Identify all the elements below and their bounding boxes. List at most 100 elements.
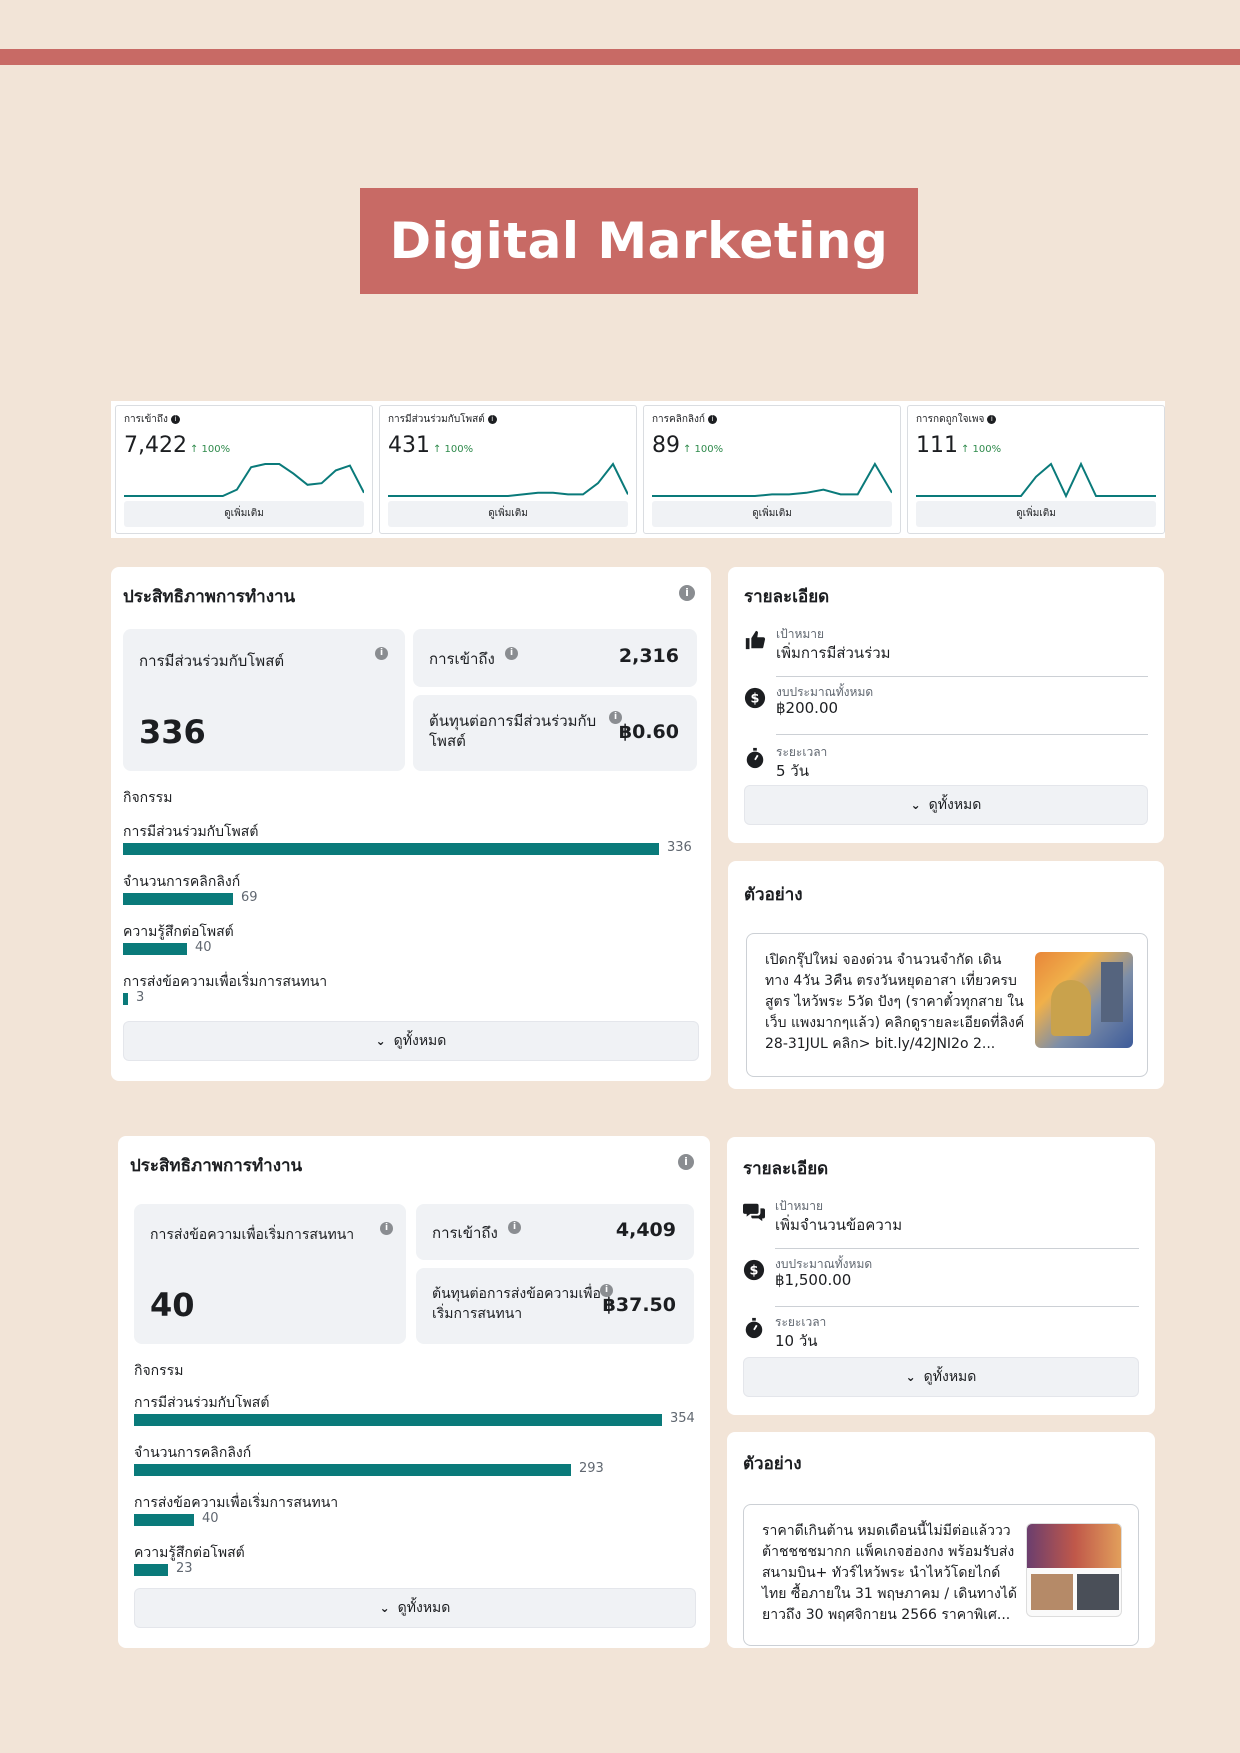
activity-label: จำนวนการคลิกลิงก์ [123,874,241,890]
duration-label: ระยะเวลา [776,745,828,759]
ad-preview-image [1026,1523,1122,1617]
detail-goal: เป้าหมาย เพิ่มการมีส่วนร่วม [744,621,1148,677]
info-icon[interactable]: i [679,585,695,601]
info-icon[interactable]: i [487,415,497,424]
ad-preview-card[interactable]: ราคาดีเกินต้าน หมดเดือนนี้ไม่มีต่อแล้ววว… [743,1504,1139,1646]
metric-value: 431 [388,433,430,458]
chevron-down-icon: ⌄ [379,1601,390,1615]
activity-value: 40 [202,1511,219,1526]
duration-value: 10 วัน [775,1332,818,1350]
svg-text:$: $ [751,692,760,707]
reach-box: การเข้าถึง i 4,409 [416,1204,694,1260]
duration-value: 5 วัน [776,762,809,780]
see-all-label: ดูทั้งหมด [393,1033,447,1049]
activity-bar [134,1564,168,1576]
detail-budget: $ งบประมาณทั้งหมด ฿1,500.00 [743,1251,1139,1307]
activity-value: 40 [195,940,212,955]
sparkline [388,462,628,497]
info-icon[interactable]: i [707,415,717,424]
see-all-button[interactable]: ⌄ ดูทั้งหมด [744,785,1148,825]
see-more-button[interactable]: ดูเพิ่มเติม [124,501,364,527]
activity-title: กิจกรรม [123,790,173,806]
see-all-label: ดูทั้งหมด [397,1600,451,1616]
see-more-button[interactable]: ดูเพิ่มเติม [652,501,892,527]
info-icon[interactable]: i [375,647,388,660]
page-title: Digital Marketing [389,212,889,270]
metric-label: การเข้าถึง [124,414,168,425]
car-photo [1077,1574,1119,1610]
detail-duration: ระยะเวลา 5 วัน [744,739,1148,795]
ad-preview-image [1035,952,1133,1048]
preview-panel: ตัวอย่าง เปิดกรุ๊ปใหม่ จองด่วน จำนวนจำกั… [728,861,1164,1089]
sparkline [916,461,1156,499]
activity-label: จำนวนการคลิกลิงก์ [134,1445,252,1461]
cost-label: ต้นทุนต่อการมีส่วนร่วมกับโพสต์ [429,712,597,750]
metric-strip: การเข้าถึง i 7,422 ↑ 100% ดูเพิ่มเติม การม… [111,401,1165,538]
activity-value: 336 [667,840,692,855]
goal-label: เป้าหมาย [775,1199,824,1213]
divider [776,676,1148,677]
see-all-button[interactable]: ⌄ ดูทั้งหมด [123,1021,699,1061]
metric-label: การกดถูกใจเพจ [916,414,985,425]
sparkline [124,463,364,497]
details-panel: รายละเอียด เป้าหมาย เพิ่มการมีส่วนร่วม $… [728,567,1164,843]
info-icon[interactable]: i [609,711,622,724]
budget-value: ฿200.00 [776,699,839,717]
see-more-button[interactable]: ดูเพิ่มเติม [916,501,1156,527]
title-banner: Digital Marketing [360,188,918,294]
panel-heading: รายละเอียด [744,587,830,607]
reach-value: 2,316 [618,645,679,667]
main-result-value: 336 [139,713,206,751]
top-accent-stripe [0,49,1240,65]
info-icon[interactable]: i [380,1222,393,1235]
main-result-box: การส่งข้อความเพื่อเริ่มการสนทนา i 40 [134,1204,406,1344]
see-all-button[interactable]: ⌄ ดูทั้งหมด [743,1357,1139,1397]
activity-value: 23 [176,1561,193,1576]
metric-trend: ↑ 100% [961,444,1002,455]
activity-bar [123,893,233,905]
see-more-button[interactable]: ดูเพิ่มเติม [388,501,628,527]
cost-box: ต้นทุนต่อการมีส่วนร่วมกับโพสต์ i ฿0.60 [413,695,697,771]
metric-value: 111 [916,433,958,458]
ad-preview-card[interactable]: เปิดกรุ๊ปใหม่ จองด่วน จำนวนจำกัด เดินทาง… [746,933,1148,1077]
metric-trend: ↑ 100% [189,444,231,455]
activity-bar [134,1464,571,1476]
panel-heading: ประสิทธิภาพการทำงาน [130,1156,303,1176]
activity-value: 69 [241,890,258,905]
sparkline-path [124,463,364,497]
see-all-button[interactable]: ⌄ ดูทั้งหมด [134,1588,696,1628]
info-icon[interactable]: i [508,1221,521,1234]
cost-value: ฿37.50 [602,1294,676,1316]
cost-label: ต้นทุนต่อการส่งข้อความเพื่อเริ่มการสนทนา [432,1286,601,1322]
dollar-icon: $ [744,687,766,709]
divider [775,1306,1139,1307]
panel-heading: ประสิทธิภาพการทำงาน [123,587,296,607]
activity-label: การส่งข้อความเพื่อเริ่มการสนทนา [123,974,328,990]
tower-shape [1101,962,1123,1022]
main-result-label: การมีส่วนร่วมกับโพสต์ [139,652,285,670]
activity-bar [123,843,659,855]
budget-label: งบประมาณทั้งหมด [775,1257,873,1271]
thumbs-up-icon [745,630,766,650]
sparkline-path [388,462,628,497]
sparkline-path [652,462,892,497]
panel-heading: ตัวอย่าง [743,1454,802,1474]
goal-label: เป้าหมาย [776,627,825,641]
see-all-label: ดูทั้งหมด [923,1369,977,1385]
info-icon[interactable]: i [505,647,518,660]
cost-value: ฿0.60 [618,721,679,743]
info-icon[interactable]: i [170,415,180,424]
main-result-box: การมีส่วนร่วมกับโพสต์ i 336 [123,629,405,771]
info-icon[interactable]: i [678,1154,694,1170]
activity-value: 3 [136,990,145,1005]
metric-card-link-clicks: การคลิกลิงก์ i 89 ↑ 100% ดูเพิ่มเติม [643,405,901,534]
activity-label: ความรู้สึกต่อโพสต์ [134,1545,245,1561]
main-result-label: การส่งข้อความเพื่อเริ่มการสนทนา [150,1227,355,1243]
activity-title: กิจกรรม [134,1363,184,1379]
info-icon[interactable]: i [600,1284,613,1297]
divider [776,734,1148,735]
reach-value: 4,409 [615,1219,676,1241]
activity-bar [134,1514,194,1526]
info-icon[interactable]: i [987,415,997,424]
reach-label: การเข้าถึง [429,650,495,668]
